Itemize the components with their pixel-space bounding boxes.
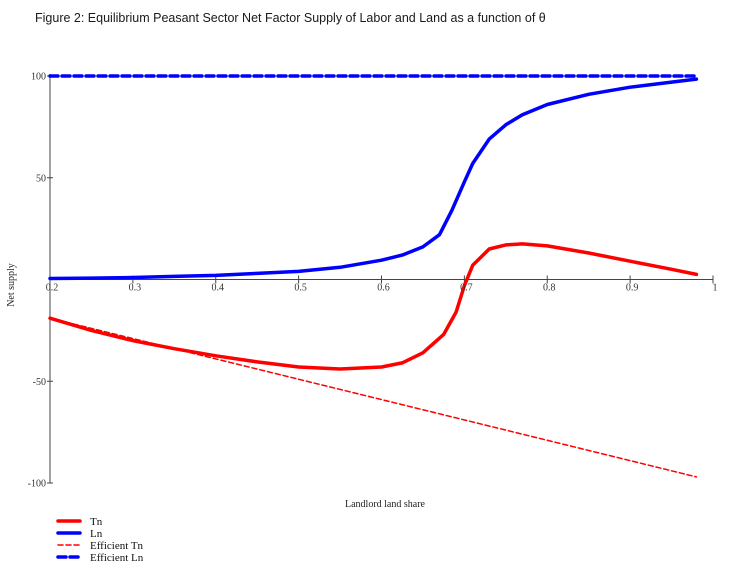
y-tick-label: -50 xyxy=(33,377,46,388)
y-tick-label: -100 xyxy=(28,479,46,490)
legend-label: Efficient Tn xyxy=(90,540,144,552)
x-axis-label: Landlord land share xyxy=(345,499,426,510)
x-tick-label: 0.6 xyxy=(377,283,390,294)
series-lines xyxy=(48,74,699,478)
x-tick-label: 0.9 xyxy=(626,283,639,294)
x-tick-label: 0.3 xyxy=(129,283,142,294)
legend-label: Tn xyxy=(90,516,103,528)
y-tick-label: 50 xyxy=(36,173,46,184)
x-tick-label: 0.7 xyxy=(460,283,473,294)
series-line-efficient-tn xyxy=(49,317,698,478)
series-line-tn xyxy=(48,242,699,371)
x-tick-label: 0.4 xyxy=(212,283,225,294)
x-tick-label: 0.2 xyxy=(46,283,59,294)
x-tick-label: 1 xyxy=(713,283,718,294)
chart-title: Figure 2: Equilibrium Peasant Sector Net… xyxy=(35,11,546,25)
tick-labels: 100 50 -50 -100 0.2 0.3 0.4 0.5 0.6 0.7 0.8 0.9 1 Lan… xyxy=(6,72,718,511)
y-tick-label: 100 xyxy=(31,72,46,83)
legend-label: Ln xyxy=(90,528,103,540)
legend-label: Efficient Ln xyxy=(90,552,144,564)
x-tick-label: 0.5 xyxy=(294,283,307,294)
series-line-ln xyxy=(48,77,699,281)
x-tick-label: 0.8 xyxy=(543,283,556,294)
y-axis-label: Net supply xyxy=(6,263,17,307)
